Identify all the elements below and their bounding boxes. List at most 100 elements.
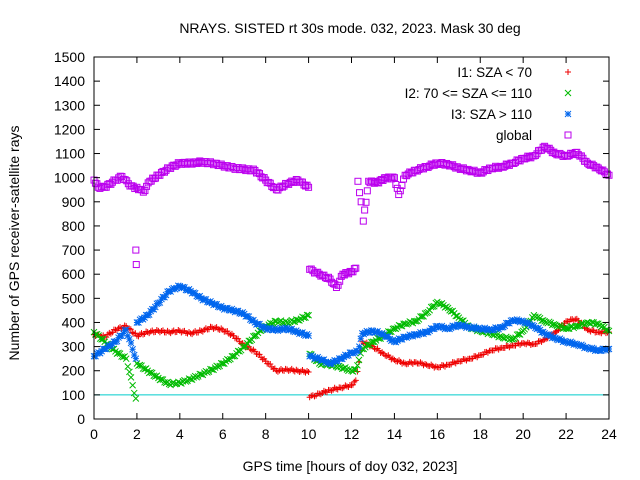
x-tick-label: 0 bbox=[90, 426, 98, 442]
data-point bbox=[124, 363, 132, 370]
data-point bbox=[426, 327, 434, 335]
data-point bbox=[395, 335, 403, 342]
data-point bbox=[151, 303, 159, 311]
data-point bbox=[303, 181, 311, 189]
data-point bbox=[397, 322, 404, 330]
x-tick-label: 8 bbox=[262, 426, 270, 442]
data-point bbox=[106, 329, 113, 336]
data-point bbox=[130, 351, 138, 359]
y-tick-label: 1400 bbox=[54, 73, 85, 89]
data-point bbox=[127, 374, 135, 381]
data-point bbox=[129, 345, 136, 353]
data-point bbox=[389, 355, 396, 362]
data-point bbox=[284, 366, 291, 373]
legend-label: global bbox=[496, 128, 532, 143]
data-point bbox=[122, 326, 130, 334]
data-point bbox=[320, 356, 328, 363]
data-point bbox=[105, 341, 113, 349]
x-axis-label: GPS time [hours of doy 032, 2023] bbox=[243, 458, 458, 474]
data-point bbox=[390, 174, 398, 182]
data-point bbox=[553, 336, 561, 343]
data-point bbox=[256, 320, 263, 328]
data-point bbox=[131, 185, 139, 193]
data-point bbox=[126, 335, 133, 343]
data-point bbox=[487, 326, 495, 334]
x-tick-label: 18 bbox=[472, 426, 488, 442]
data-point bbox=[430, 302, 438, 310]
data-point bbox=[603, 170, 611, 178]
data-point bbox=[351, 366, 358, 373]
plot-area bbox=[90, 142, 613, 402]
data-point bbox=[129, 381, 136, 389]
data-point bbox=[582, 343, 590, 351]
data-point bbox=[392, 181, 400, 189]
data-point bbox=[401, 333, 409, 341]
data-point bbox=[334, 281, 342, 289]
data-point bbox=[145, 369, 153, 377]
data-point bbox=[334, 357, 342, 365]
data-point bbox=[518, 317, 525, 325]
data-point bbox=[449, 322, 457, 330]
data-point bbox=[342, 351, 349, 359]
data-point bbox=[305, 311, 312, 319]
data-point bbox=[289, 327, 297, 335]
data-point bbox=[352, 347, 360, 355]
data-point bbox=[356, 189, 364, 197]
data-point bbox=[359, 217, 367, 225]
series-1 bbox=[91, 315, 612, 401]
x-tick-label: 12 bbox=[344, 426, 360, 442]
data-point bbox=[297, 329, 305, 337]
data-point bbox=[119, 330, 127, 337]
legend-marker bbox=[564, 89, 572, 97]
x-tick-label: 10 bbox=[301, 426, 317, 442]
data-point bbox=[496, 332, 504, 340]
data-point bbox=[139, 365, 147, 372]
data-point bbox=[122, 355, 130, 363]
data-point bbox=[305, 183, 313, 191]
data-point bbox=[173, 284, 181, 292]
data-point bbox=[354, 348, 362, 355]
data-point bbox=[536, 326, 544, 334]
y-axis-label: Number of GPS receiver-satellite rays bbox=[6, 126, 22, 361]
x-tick-label: 6 bbox=[219, 426, 227, 442]
data-point bbox=[573, 322, 581, 330]
data-point bbox=[294, 367, 301, 374]
data-point bbox=[197, 370, 205, 378]
y-tick-label: 300 bbox=[62, 339, 86, 355]
data-point bbox=[124, 332, 132, 340]
data-point bbox=[227, 331, 234, 338]
data-point bbox=[144, 311, 151, 319]
data-point bbox=[248, 317, 256, 325]
data-point bbox=[351, 378, 358, 385]
data-point bbox=[303, 311, 311, 319]
data-point bbox=[475, 324, 483, 332]
data-point bbox=[187, 375, 194, 383]
y-tick-label: 1300 bbox=[54, 97, 85, 113]
data-point bbox=[253, 321, 260, 328]
data-point bbox=[306, 352, 314, 360]
data-point bbox=[135, 362, 142, 370]
data-point bbox=[156, 299, 164, 306]
data-point bbox=[513, 331, 521, 339]
data-point bbox=[164, 288, 171, 295]
data-point bbox=[362, 198, 370, 206]
data-point bbox=[300, 331, 308, 339]
data-point bbox=[194, 293, 202, 301]
data-point bbox=[213, 300, 220, 308]
data-point bbox=[387, 337, 395, 345]
data-point bbox=[265, 325, 273, 332]
data-point bbox=[336, 277, 344, 285]
data-point bbox=[561, 337, 568, 345]
data-point bbox=[228, 352, 236, 360]
y-tick-label: 1200 bbox=[54, 121, 85, 137]
data-point bbox=[515, 330, 522, 338]
data-point bbox=[492, 324, 499, 331]
y-tick-label: 100 bbox=[62, 387, 86, 403]
data-point bbox=[279, 367, 286, 374]
data-point bbox=[218, 325, 225, 332]
data-point bbox=[274, 368, 281, 375]
x-tick-label: 4 bbox=[176, 426, 184, 442]
data-point bbox=[358, 329, 366, 337]
legend-label: I1: SZA < 70 bbox=[457, 65, 532, 80]
data-point bbox=[240, 310, 248, 318]
